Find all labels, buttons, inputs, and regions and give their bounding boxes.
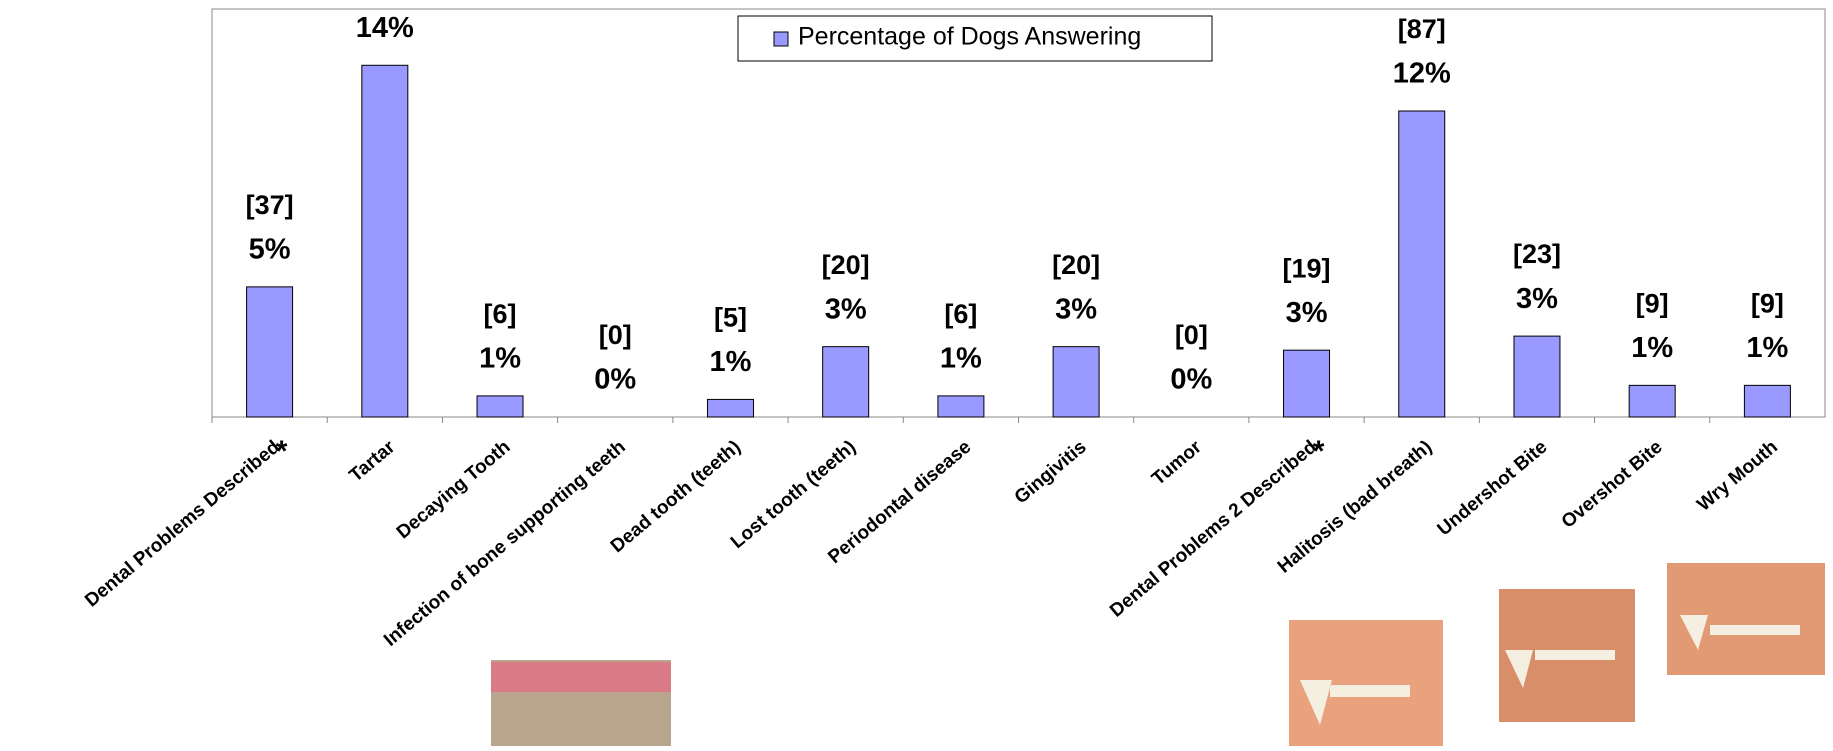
count-label: [5] bbox=[714, 303, 747, 333]
value-label: 12% bbox=[1393, 58, 1451, 90]
count-label: [23] bbox=[1513, 239, 1561, 269]
bar bbox=[246, 286, 294, 418]
bar bbox=[937, 395, 985, 418]
annotation: * bbox=[276, 435, 288, 468]
bar bbox=[361, 64, 409, 418]
photo-gum bbox=[491, 662, 671, 692]
x-tick-label: Tartar bbox=[346, 436, 400, 486]
count-label: [6] bbox=[944, 299, 977, 329]
count-label: [9] bbox=[1636, 288, 1669, 318]
value-label: 3% bbox=[825, 293, 867, 325]
x-tick-label: Overshot Bite bbox=[1558, 437, 1667, 533]
bar bbox=[1283, 349, 1331, 418]
count-label: [20] bbox=[1052, 250, 1100, 280]
bar bbox=[706, 398, 754, 418]
bar bbox=[1513, 335, 1561, 418]
value-label: 1% bbox=[1746, 332, 1788, 364]
x-tick-label: Dead tooth (teeth) bbox=[607, 437, 745, 558]
x-tick-label: Wry Mouth bbox=[1693, 437, 1781, 516]
value-label: 1% bbox=[940, 343, 982, 375]
legend-swatch bbox=[773, 31, 789, 47]
legend-box bbox=[737, 15, 1213, 62]
count-label: [87] bbox=[1398, 14, 1446, 44]
bar bbox=[822, 346, 870, 418]
count-label: [20] bbox=[822, 250, 870, 280]
legend-label: Percentage of Dogs Answering bbox=[798, 23, 1141, 51]
x-tick-label: Infection of bone supporting teeth bbox=[380, 437, 630, 651]
value-label: 3% bbox=[1516, 283, 1558, 315]
bar bbox=[1743, 384, 1791, 418]
value-label: 1% bbox=[1631, 332, 1673, 364]
legend: Percentage of Dogs Answering bbox=[737, 15, 1213, 62]
count-label: [19] bbox=[1283, 253, 1331, 283]
value-label: 0% bbox=[1170, 364, 1212, 396]
x-tick-label: Tumor bbox=[1148, 436, 1206, 490]
x-tick-label: Lost tooth (teeth) bbox=[727, 437, 860, 553]
value-label: 1% bbox=[479, 343, 521, 375]
plot-area bbox=[211, 8, 1826, 418]
value-label: 5% bbox=[249, 234, 291, 266]
photos bbox=[491, 563, 1825, 746]
x-tick-label: Undershot Bite bbox=[1434, 437, 1552, 541]
photo-teeth bbox=[1300, 680, 1410, 725]
count-label: [9] bbox=[1751, 288, 1784, 318]
count-label: [37] bbox=[246, 190, 294, 220]
value-label: 3% bbox=[1055, 293, 1097, 325]
x-tick-label: Decaying Tooth bbox=[393, 437, 515, 544]
bar bbox=[1628, 384, 1676, 418]
photo-teeth bbox=[1505, 650, 1615, 688]
count-label: [0] bbox=[1175, 320, 1208, 350]
count-label: [0] bbox=[599, 320, 632, 350]
annotation: * bbox=[1313, 435, 1325, 468]
photo-teeth bbox=[1680, 615, 1800, 650]
bar bbox=[476, 395, 524, 418]
value-label: 1% bbox=[710, 346, 752, 378]
x-tick-label: Dental Problems Described bbox=[81, 437, 284, 612]
x-tick-label: Dental Problems 2 Described bbox=[1106, 437, 1321, 622]
value-label: 3% bbox=[1286, 297, 1328, 329]
x-tick-label: Gingivitis bbox=[1011, 437, 1091, 509]
bar bbox=[1052, 346, 1100, 418]
count-label: [6] bbox=[484, 299, 517, 329]
value-label: 0% bbox=[594, 364, 636, 396]
value-label: 14% bbox=[356, 12, 414, 44]
bar bbox=[1398, 110, 1446, 418]
